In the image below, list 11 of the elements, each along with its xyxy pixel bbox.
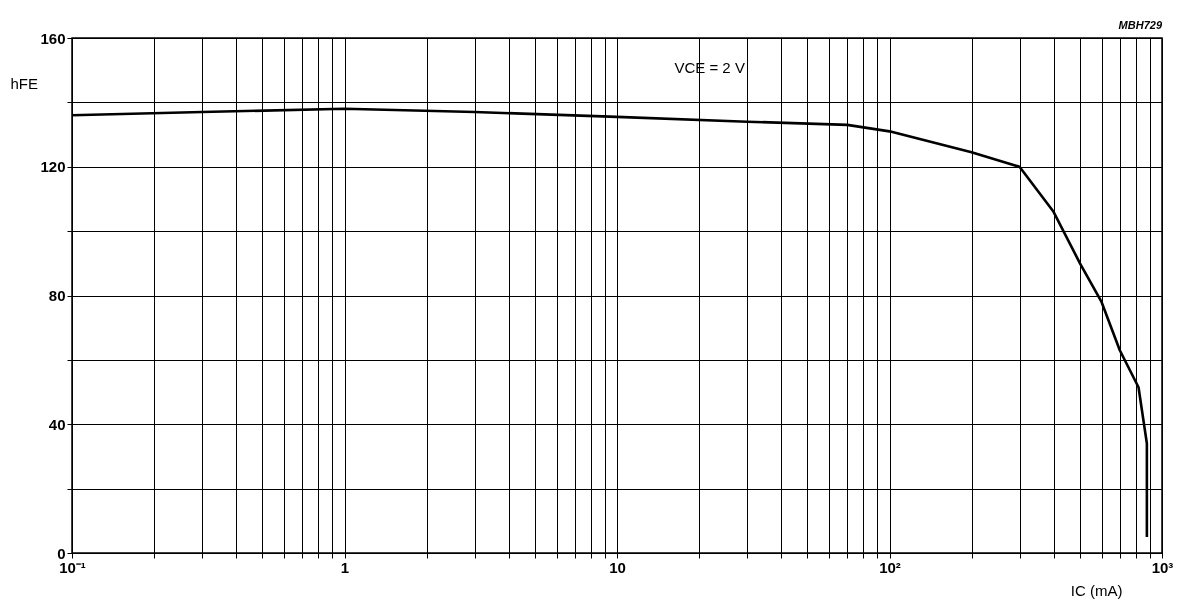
y-tick-label: 160 — [40, 29, 66, 47]
y-tick-label: 120 — [40, 158, 66, 176]
x-tick-label: 1 — [340, 558, 350, 576]
y-tick-label: 40 — [48, 415, 66, 433]
x-tick-label: 10 — [609, 558, 626, 576]
x-axis-title: IC (mA) — [1070, 581, 1123, 599]
x-tick-label: 10² — [879, 558, 901, 576]
x-tick-label: 10³ — [1151, 558, 1174, 576]
y-tick-label: 80 — [48, 287, 66, 304]
y-axis-title: hFE — [10, 74, 39, 92]
text: MBH729 — [1118, 19, 1163, 31]
